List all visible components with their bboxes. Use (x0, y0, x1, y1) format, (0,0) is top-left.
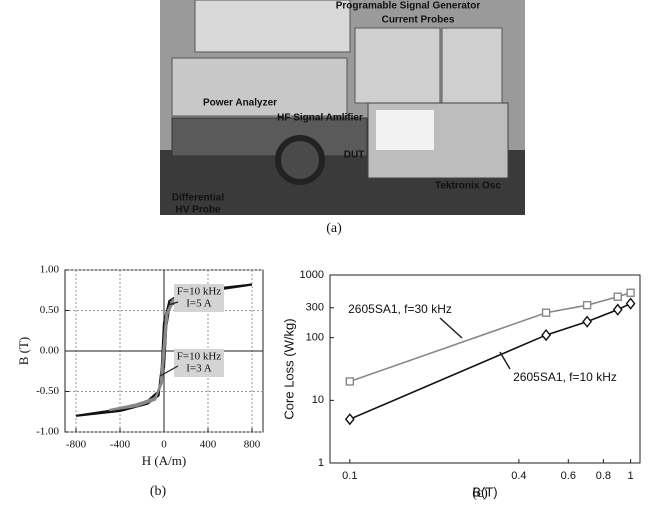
photo-label: Current Probes (382, 15, 455, 26)
y-tick-label: 100 (306, 332, 324, 344)
x-tick-label: 0.1 (342, 470, 357, 482)
arrow (500, 352, 510, 369)
photo-label: Power Analyzer (203, 98, 277, 109)
y-tick-label: 300 (306, 302, 324, 314)
y-tick-label: 1 (318, 457, 324, 469)
y-axis-label: B (T) (16, 337, 31, 366)
amplifier (172, 118, 367, 156)
probe-unit (442, 28, 502, 103)
annotation: I=3 A (186, 363, 212, 375)
x-tick-label: 0.8 (596, 470, 611, 482)
marker (614, 305, 622, 315)
marker (583, 317, 591, 327)
page: Programable Signal Generator Current Pro… (0, 0, 661, 507)
y-tick-label: 1000 (300, 269, 324, 281)
marker (627, 299, 635, 309)
marker (346, 414, 354, 424)
y-tick-label: 0.50 (40, 304, 60, 316)
photo-label: HF Signal Amlifier (277, 113, 363, 124)
y-tick-label: 10 (312, 394, 324, 406)
annotation: I=5 A (186, 298, 212, 310)
marker (542, 330, 550, 340)
y-tick-label: -0.50 (36, 385, 59, 397)
annotation: F=10 kHz (177, 286, 222, 298)
x-axis-label: H (A/m) (142, 453, 186, 468)
photo-label: Differential (172, 193, 224, 204)
series-label: 2605SA1, f=30 kHz (348, 302, 452, 316)
x-tick-label: 0.4 (511, 470, 526, 482)
marker (614, 293, 621, 300)
marker (584, 302, 591, 309)
y-axis-label: Core Loss (W/kg) (281, 318, 296, 419)
y-tick-label: -1.00 (36, 426, 59, 438)
marker (627, 289, 634, 296)
photo-label: DUT (344, 150, 365, 161)
photo-label: HV Probe (175, 205, 220, 216)
x-tick-label: 0.6 (561, 470, 576, 482)
caption: (a) (326, 221, 342, 236)
x-tick-label: -800 (66, 439, 87, 451)
series-label: 2605SA1, f=10 kHz (513, 370, 617, 384)
marker (346, 378, 353, 385)
probe-unit (355, 28, 440, 103)
photo-label: Tektronix Osc (435, 181, 501, 192)
signal-generator (195, 0, 350, 52)
osc-screen (376, 110, 434, 150)
y-tick-label: 1.00 (40, 264, 60, 276)
y-tick-label: 0.00 (40, 345, 60, 357)
figure: Programable Signal Generator Current Pro… (0, 0, 661, 507)
x-axis-label: B(T) (472, 484, 497, 499)
x-tick-label: 0 (161, 439, 167, 451)
photo-label: Programable Signal Generator (336, 1, 481, 12)
photo: Programable Signal Generator Current Pro… (160, 0, 525, 216)
x-tick-label: 800 (244, 439, 261, 451)
caption: (b) (150, 484, 167, 499)
x-tick-label: 1 (628, 470, 634, 482)
marker (543, 309, 550, 316)
dut-core (278, 138, 322, 182)
x-tick-label: 400 (200, 439, 217, 451)
x-tick-label: -400 (110, 439, 131, 451)
arrow (440, 318, 462, 338)
annotation: F=10 kHz (177, 351, 222, 363)
